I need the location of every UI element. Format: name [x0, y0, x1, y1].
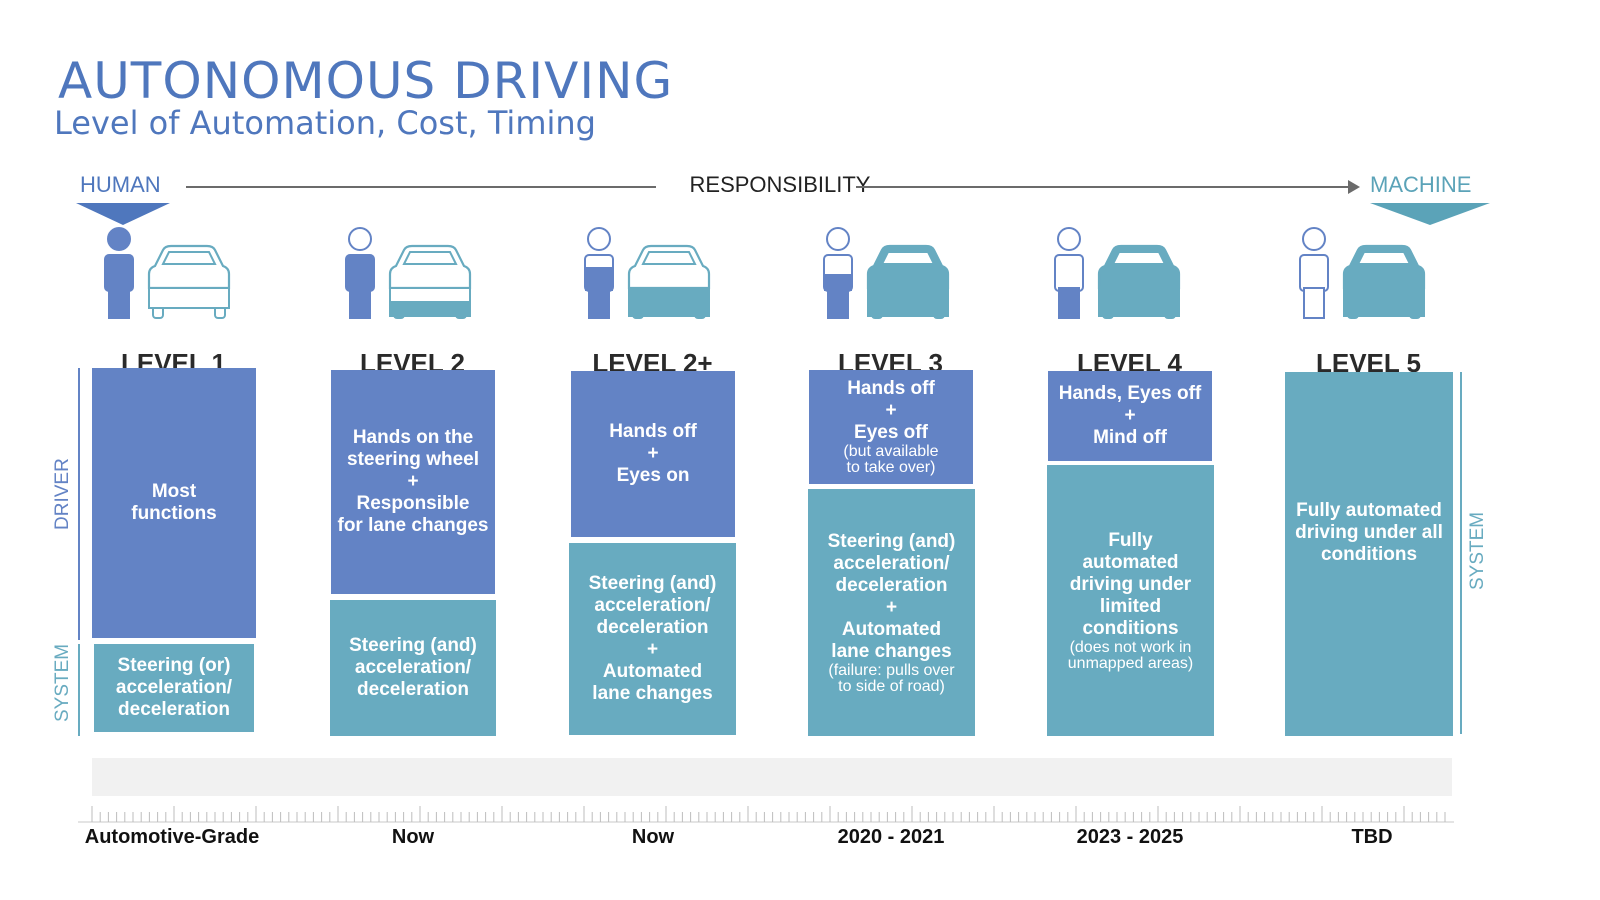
level-5-system-line: Fully automated: [1296, 500, 1442, 521]
level-4-system-line: automated: [1082, 551, 1179, 573]
level-3-system-line: Automated: [841, 618, 942, 640]
level-4-system-line: Fully: [1108, 529, 1153, 551]
level-3-system-line: deceleration: [835, 574, 948, 596]
level-3-system-note: (failure: pulls over: [828, 661, 955, 679]
level-2-system-box: Steering (and) acceleration/ deceleratio…: [330, 600, 496, 736]
responsibility-line-right: [856, 186, 1350, 188]
human-label: HUMAN: [80, 172, 161, 197]
level-1-driver-line: functions: [131, 503, 217, 524]
arrow-right-icon: [1348, 180, 1360, 194]
level-2-plus-system-line: Automated: [602, 661, 703, 682]
level-3-driver-line: +: [885, 400, 897, 421]
level-4-system-note: (does not work in: [1069, 638, 1192, 656]
level-1-system-line: Steering (or): [117, 655, 231, 676]
level-1-driver-box: Most functions: [92, 368, 256, 638]
level-5-system-line: driving under all: [1295, 522, 1443, 543]
level-2-driver-line: +: [407, 471, 419, 492]
level-2-plus-system-line: deceleration: [596, 617, 709, 638]
level-2-system-line: Steering (and): [349, 635, 477, 656]
level-4-timing: 2023 - 2025: [1076, 826, 1184, 848]
level-4-driver-line: Mind off: [1093, 427, 1167, 448]
level-2-plus-driver-box: Hands off + Eyes on: [571, 371, 735, 537]
system-axis-line-left: [78, 644, 80, 736]
system-axis-line-right: [1460, 372, 1462, 734]
person-car-icon-level-4: [1054, 227, 1181, 319]
level-3-driver-line: Eyes off: [854, 422, 928, 443]
level-2-driver-line: Hands on the: [352, 427, 474, 448]
level-2-plus-system-line: lane changes: [592, 683, 713, 704]
level-3-system-note: to side of road): [838, 677, 945, 695]
level-1-timing: Automotive-Grade: [84, 826, 260, 848]
person-car-icon-level-2-plus: [584, 227, 711, 319]
level-5-timing: TBD: [1351, 826, 1393, 848]
person-car-icon-level-5: [1299, 227, 1426, 319]
responsibility-row: HUMAN RESPONSIBILITY MACHINE: [0, 168, 1600, 208]
level-4-system-line: driving under: [1069, 573, 1192, 595]
level-2-driver-line: steering wheel: [347, 449, 479, 470]
level-2-plus-timing: Now: [631, 826, 675, 848]
level-3-timing: 2020 - 2021: [837, 826, 945, 848]
level-3-driver-note: to take over): [846, 459, 936, 476]
page-subtitle: Level of Automation, Cost, Timing: [54, 104, 596, 142]
level-2-system-line: acceleration/: [354, 657, 472, 678]
level-4-system-line: conditions: [1082, 617, 1179, 639]
cost-band: [92, 758, 1452, 796]
machine-label: MACHINE: [1370, 172, 1472, 197]
system-axis-label-left: SYSTEM: [52, 643, 73, 722]
level-3-system-line: Steering (and): [827, 530, 956, 552]
level-2-driver-line: Responsible: [356, 493, 470, 514]
system-axis-label-right: SYSTEM: [1467, 511, 1488, 590]
level-1-system-line: acceleration/: [115, 677, 233, 698]
level-3-system-box: Steering (and) acceleration/ deceleratio…: [808, 489, 975, 736]
level-4-system-box: Fully automated driving under limited co…: [1047, 465, 1214, 736]
level-4-driver-box: Hands, Eyes off + Mind off: [1048, 371, 1212, 461]
person-car-icon-level-1: [104, 227, 231, 319]
level-3-driver-note: (but available: [843, 443, 939, 460]
responsibility-label: RESPONSIBILITY: [689, 172, 871, 197]
driver-axis-line: [78, 368, 80, 640]
level-1-system-line: deceleration: [118, 699, 230, 720]
level-2-timing: Now: [391, 826, 435, 848]
level-3-system-line: +: [885, 596, 898, 618]
responsibility-line-left: [186, 186, 656, 188]
page-title: AUTONOMOUS DRIVING: [58, 52, 674, 110]
level-4-driver-line: Hands, Eyes off: [1058, 383, 1202, 404]
level-2-plus-driver-line: Hands off: [609, 421, 697, 442]
level-2-system-line: deceleration: [357, 679, 469, 700]
level-1-driver-line: Most: [151, 481, 197, 502]
level-2-driver-line: for lane changes: [337, 515, 489, 536]
level-4-system-note: unmapped areas): [1067, 654, 1194, 672]
level-3-driver-line: Hands off: [847, 378, 935, 399]
human-pointer-icon: [76, 203, 170, 225]
level-3-system-line: lane changes: [831, 640, 952, 662]
level-3-driver-box: Hands off + Eyes off (but available to t…: [809, 370, 973, 484]
person-car-icon-level-2: [345, 227, 472, 319]
person-car-icon-level-3: [823, 227, 950, 319]
level-1-system-box: Steering (or) acceleration/ deceleration: [94, 644, 254, 732]
level-3-system-line: acceleration/: [833, 552, 950, 574]
level-2-plus-system-line: Steering (and): [588, 573, 717, 594]
level-4-driver-line: +: [1124, 405, 1136, 426]
level-2-driver-box: Hands on the steering wheel + Responsibl…: [331, 370, 495, 594]
machine-pointer-icon: [1370, 203, 1490, 225]
level-2-plus-driver-line: +: [647, 443, 659, 464]
level-2-plus-driver-line: Eyes on: [616, 465, 690, 486]
level-2-plus-system-line: acceleration/: [594, 595, 711, 616]
level-5-system-box: Fully automated driving under all condit…: [1285, 372, 1453, 736]
level-4-system-line: limited: [1099, 595, 1162, 617]
level-5-system-line: conditions: [1320, 544, 1418, 565]
timeline-ruler: [78, 806, 1454, 823]
driver-axis-label: DRIVER: [52, 458, 73, 530]
level-2-plus-system-line: +: [646, 639, 659, 660]
level-2-plus-system-box: Steering (and) acceleration/ deceleratio…: [569, 543, 736, 735]
